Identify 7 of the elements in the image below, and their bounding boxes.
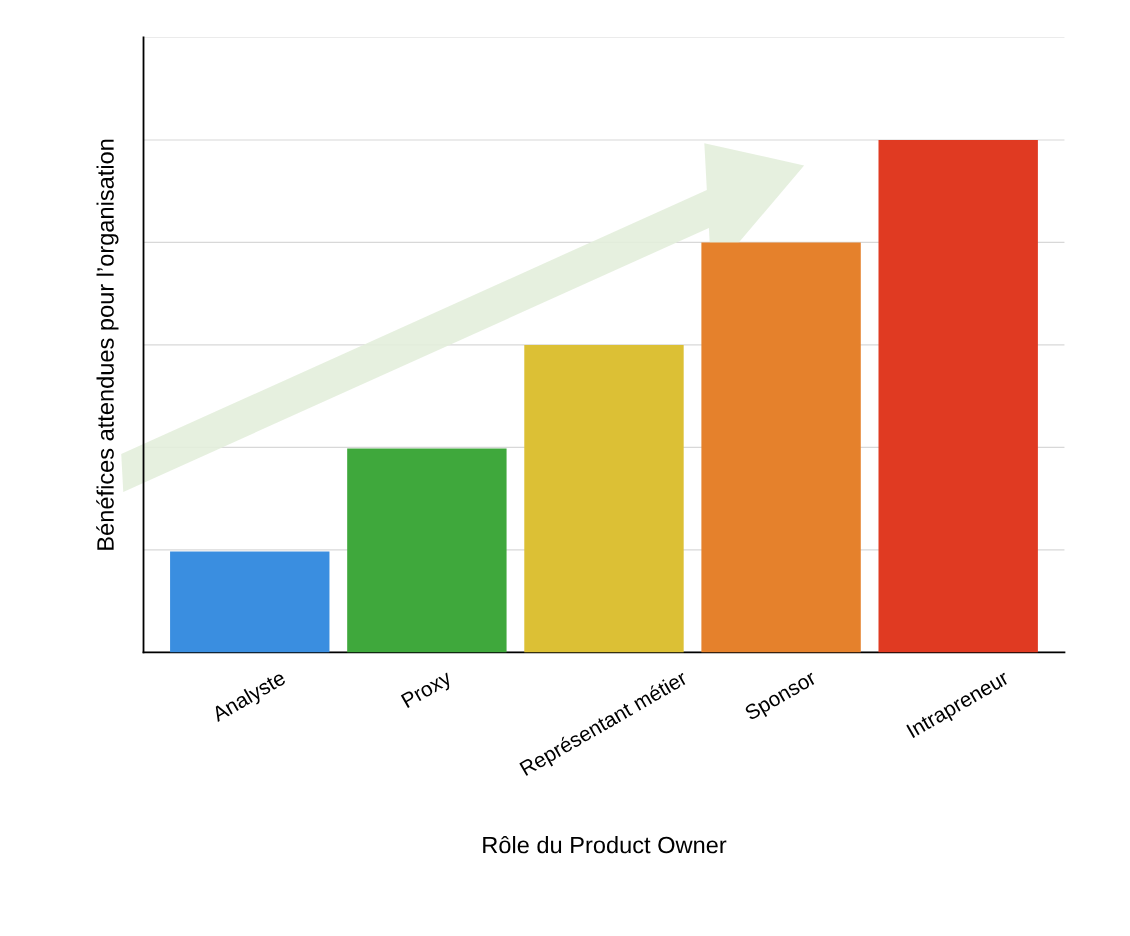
y-axis-title: Bénéfices attendues pour l’organisation (96, 139, 119, 550)
bar (170, 551, 330, 653)
bar (524, 344, 684, 653)
x-axis-title: Rôle du Product Owner (483, 835, 727, 854)
bar (347, 448, 507, 653)
bar (878, 139, 1038, 653)
bar (701, 242, 861, 653)
